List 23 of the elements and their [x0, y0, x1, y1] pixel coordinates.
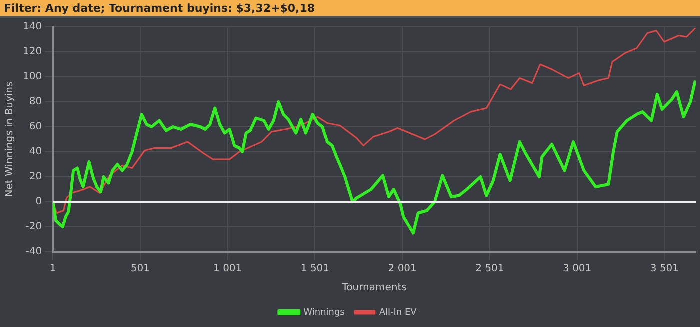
legend-label: Winnings [304, 308, 346, 318]
y-axis-title: Net Winnings in Buyins [4, 82, 16, 198]
y-tick-label: 80 [29, 96, 42, 108]
x-tick-label: 1 [50, 264, 56, 275]
y-tick-label: 20 [29, 172, 42, 183]
x-tick-label: 1 501 [300, 264, 330, 275]
y-tick-label: 140 [22, 22, 42, 33]
chart-title: Filter: Any date; Tournament buyins: $3,32+$0,18 [0, 0, 700, 18]
x-tick-label: 2 501 [476, 264, 504, 275]
y-tick-label: -40 [26, 246, 42, 258]
x-axis-title: Tournaments [341, 282, 407, 294]
y-tick-label: -20 [26, 222, 42, 233]
y-tick-label: 100 [22, 72, 42, 83]
legend-label: All-In EV [379, 308, 418, 318]
x-tick-label: 2 001 [388, 264, 417, 275]
y-tick-label: 40 [29, 146, 42, 158]
x-tick-label: 3 001 [563, 264, 592, 275]
y-tick-label: 60 [29, 122, 42, 133]
y-tick-label: 0 [36, 196, 42, 208]
x-tick-label: 501 [130, 264, 150, 275]
x-tick-label: 3 501 [650, 264, 680, 275]
x-tick-label: 1 001 [214, 264, 242, 275]
y-tick-label: 120 [22, 46, 42, 58]
